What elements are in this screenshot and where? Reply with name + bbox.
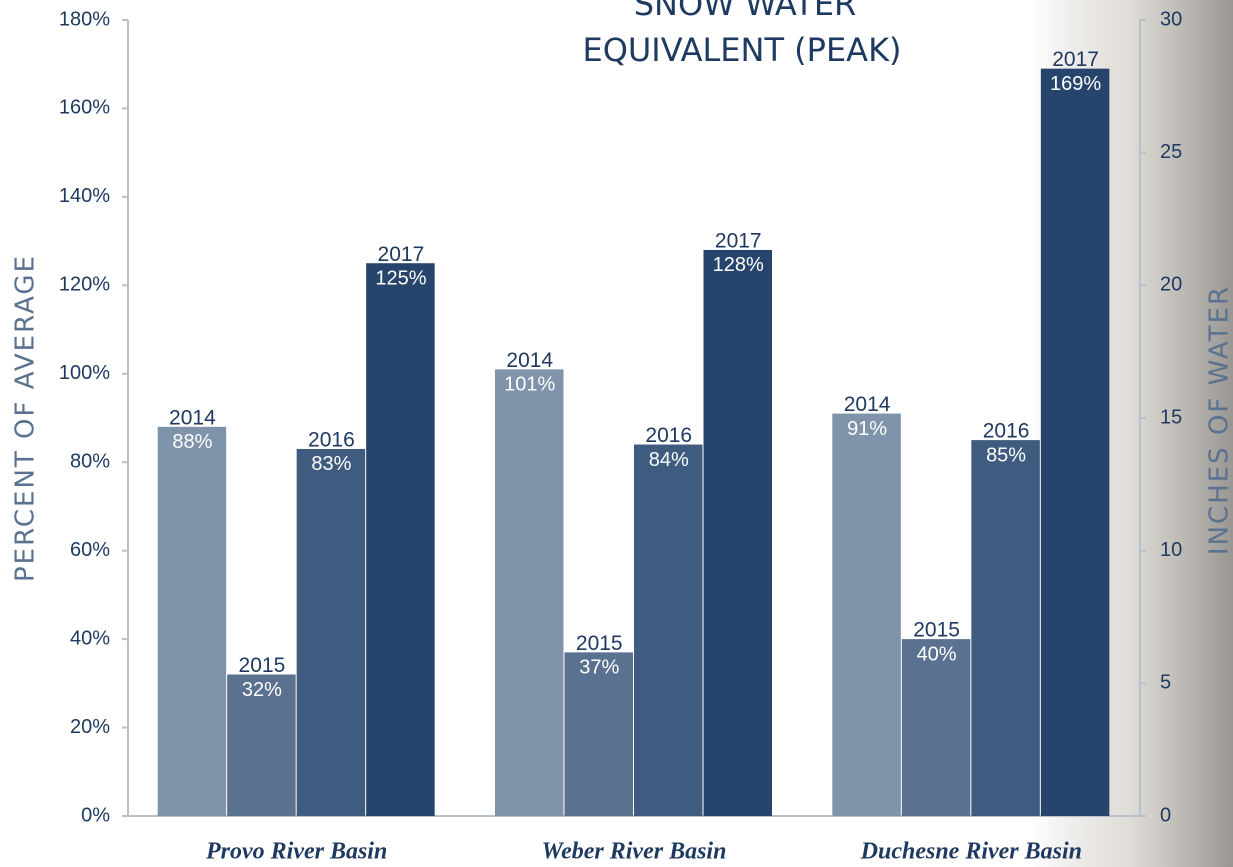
- bar-series-label: 2014: [506, 349, 553, 372]
- x-tick-label: Weber River Basin: [542, 839, 727, 865]
- bar-value-label: 169%: [1050, 73, 1101, 95]
- y-tick-label: 120%: [59, 274, 110, 296]
- y-tick-label: 140%: [59, 185, 110, 207]
- bar: [564, 652, 633, 816]
- y2-tick-label: 0: [1160, 804, 1171, 826]
- bar-series-label: 2014: [169, 406, 216, 429]
- bar-value-label: 37%: [579, 657, 619, 679]
- bar: [366, 263, 435, 816]
- bar-series-label: 2015: [913, 619, 960, 642]
- bar-value-label: 84%: [649, 449, 689, 471]
- y2-tick-label: 20: [1160, 274, 1182, 296]
- bar-series-label: 2017: [715, 230, 762, 253]
- bar-value-label: 40%: [917, 643, 957, 665]
- bar: [703, 249, 772, 816]
- bar-value-label: 83%: [311, 453, 351, 475]
- chart-title: SNOW WATER: [634, 0, 857, 23]
- x-tick-label: Duchesne River Basin: [860, 839, 1082, 865]
- bar-series-label: 2017: [378, 243, 425, 266]
- bar-value-label: 88%: [172, 431, 212, 453]
- y-tick-label: 100%: [59, 362, 110, 384]
- bar-series-label: 2014: [844, 393, 891, 416]
- y-tick-label: 20%: [70, 716, 110, 738]
- y-tick-label: 160%: [59, 97, 110, 119]
- bar-value-label: 85%: [986, 444, 1026, 466]
- bar-value-label: 128%: [713, 254, 764, 276]
- bar: [901, 639, 971, 816]
- y-axis-label: PERCENT OF AVERAGE: [11, 254, 41, 582]
- bar: [157, 426, 227, 816]
- bar: [832, 413, 901, 816]
- y2-tick-label: 10: [1160, 539, 1182, 561]
- bar-series-label: 2015: [576, 632, 623, 655]
- bar: [1040, 68, 1110, 816]
- bar-value-label: 91%: [847, 418, 887, 440]
- bar: [634, 444, 703, 816]
- y2-tick-label: 5: [1160, 672, 1171, 694]
- y2-tick-label: 30: [1160, 8, 1182, 30]
- bar-series-label: 2015: [239, 654, 286, 677]
- bar-value-label: 125%: [375, 268, 426, 290]
- y-tick-label: 0%: [81, 804, 110, 826]
- y-tick-label: 180%: [59, 8, 110, 30]
- bar-series-label: 2016: [645, 424, 692, 447]
- bar-value-label: 32%: [242, 679, 282, 701]
- bar-value-label: 101%: [504, 374, 555, 396]
- y-tick-label: 80%: [70, 451, 110, 473]
- y2-tick-label: 25: [1160, 141, 1182, 163]
- y2-axis-label: INCHES OF WATER: [1205, 285, 1233, 555]
- y-tick-label: 60%: [70, 539, 110, 561]
- chart-title: EQUIVALENT (PEAK): [582, 31, 901, 69]
- bar-series-label: 2016: [308, 429, 355, 452]
- bar: [971, 440, 1040, 816]
- bar: [495, 369, 564, 816]
- y-tick-label: 40%: [70, 627, 110, 649]
- y2-tick-label: 15: [1160, 406, 1182, 428]
- x-tick-label: Provo River Basin: [205, 839, 387, 865]
- bar: [296, 448, 366, 816]
- bar-series-label: 2017: [1052, 48, 1099, 71]
- bar: [227, 674, 296, 816]
- bar-series-label: 2016: [983, 420, 1030, 443]
